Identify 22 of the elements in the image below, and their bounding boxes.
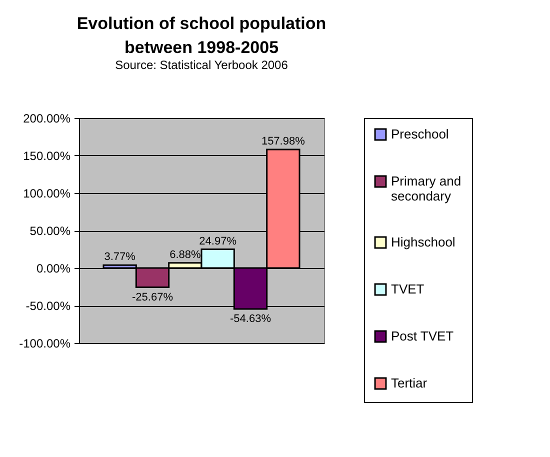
data-label: 24.97% — [199, 235, 237, 248]
legend-label: Highschool — [391, 234, 456, 250]
legend-label: Preschool — [391, 126, 449, 142]
data-label: -25.67% — [132, 291, 174, 304]
data-label: -54.63% — [230, 312, 272, 325]
legend-label: TVET — [391, 282, 424, 296]
y-tick-label: -100.00% — [19, 336, 71, 350]
data-label: 3.77% — [104, 251, 136, 264]
legend-label: Tertiar — [391, 376, 428, 390]
legend-label: Primary and secondary — [391, 174, 462, 204]
y-tick-label: -50.00% — [26, 299, 71, 313]
data-label: 6.88% — [170, 248, 201, 261]
y-tick-label: 150.00% — [23, 149, 71, 163]
chart-subtitle: Source: Statistical Yerbook 2006 — [115, 58, 288, 72]
y-tick-label: 100.00% — [23, 186, 71, 200]
y-tick-label: 50.00% — [30, 224, 71, 238]
data-label: 157.98% — [261, 136, 306, 148]
y-tick-label: 200.00% — [23, 112, 71, 126]
text: between 1998-2005 — [124, 38, 279, 57]
y-tick-label: 0.00% — [36, 262, 71, 276]
legend-label: Post TVET — [391, 328, 454, 344]
text: Evolution of school population — [76, 14, 326, 33]
